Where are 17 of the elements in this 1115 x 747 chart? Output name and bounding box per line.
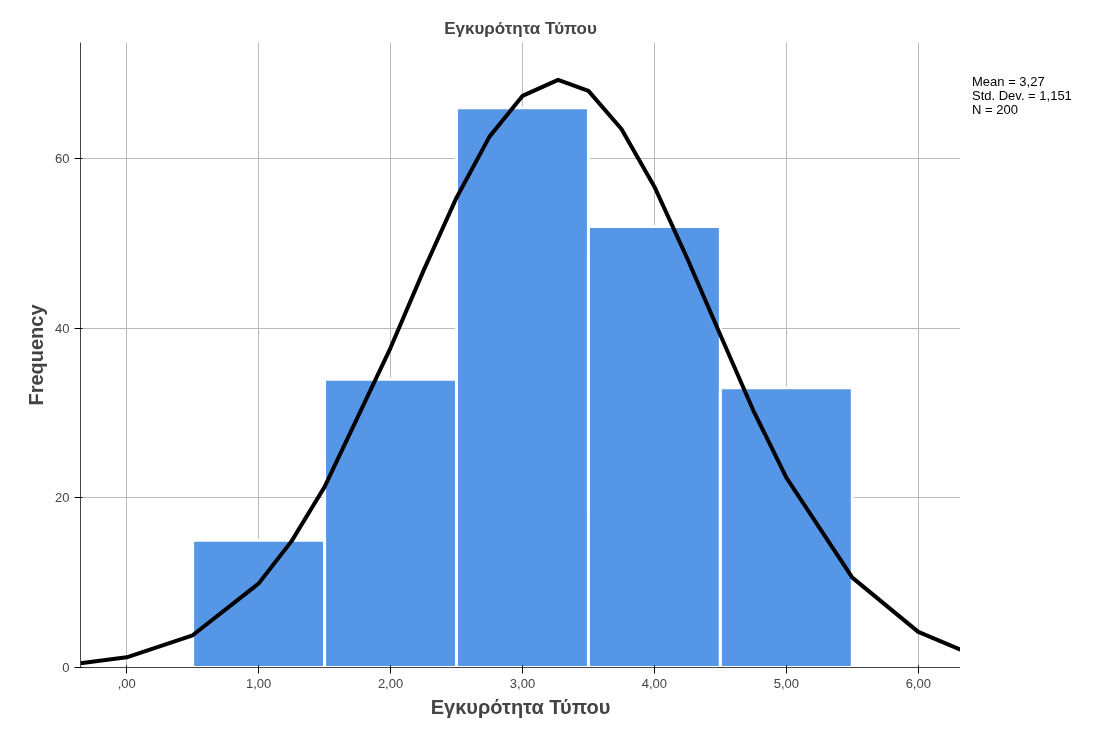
x-tick-label: 1,00 <box>245 675 272 691</box>
x-tick-label: ,00 <box>117 675 136 691</box>
x-tick-label: 5,00 <box>773 675 800 691</box>
y-tick-label: 20 <box>55 490 70 506</box>
x-tick-label: 4,00 <box>641 675 668 691</box>
x-tick-label: 2,00 <box>377 675 404 691</box>
x-axis-title: Εγκυρότητα Τύπου <box>430 695 611 718</box>
text: Mean = 3,27 <box>972 74 1046 89</box>
y-tick-label: 40 <box>55 320 70 336</box>
chart-title: Εγκυρότητα Τύπου <box>444 18 597 38</box>
x-tick-label: 6,00 <box>905 675 931 691</box>
text: Std. Dev. = 1,151 <box>972 88 1072 103</box>
y-axis-title: Frequency <box>25 303 48 406</box>
y-tick-label: 0 <box>62 660 70 675</box>
y-tick-label: 60 <box>55 151 70 167</box>
text: N = 200 <box>972 102 1019 117</box>
x-tick-label: 3,00 <box>509 675 536 691</box>
